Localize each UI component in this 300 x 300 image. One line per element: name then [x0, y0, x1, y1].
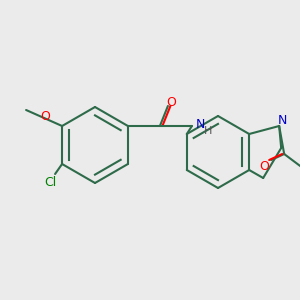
Text: H: H	[204, 126, 212, 136]
Text: O: O	[166, 95, 176, 109]
Text: O: O	[259, 160, 269, 172]
Text: Cl: Cl	[44, 176, 56, 188]
Text: O: O	[40, 110, 50, 122]
Text: N: N	[278, 113, 287, 127]
Text: N: N	[196, 118, 205, 130]
